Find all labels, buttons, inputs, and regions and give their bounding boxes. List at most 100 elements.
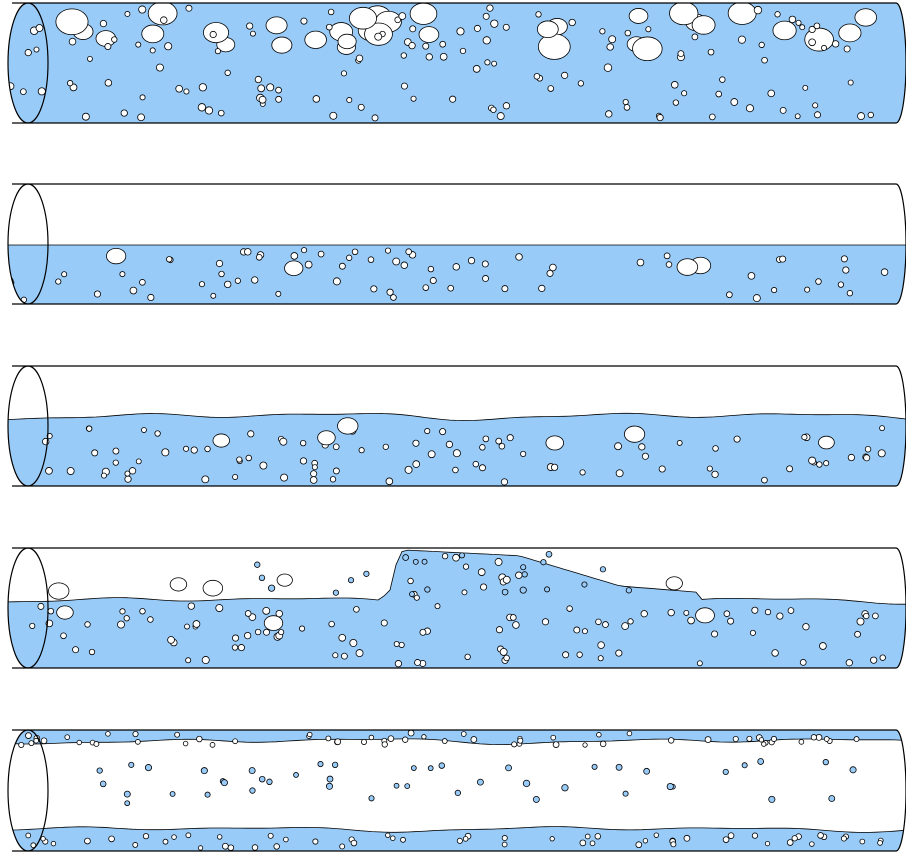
gas-bubble-small (683, 609, 690, 616)
gas-bubble-small (452, 553, 460, 562)
gas-bubble-small (847, 79, 854, 86)
pipe-2-right-end (895, 183, 906, 305)
gas-bubble-small (137, 113, 145, 122)
gas-bubble-small (538, 284, 546, 292)
gas-bubble-small (605, 110, 613, 118)
gas-bubble-small (764, 608, 772, 616)
gas-bubble-small (867, 111, 874, 119)
gas-bubble-small (550, 463, 559, 471)
gas-bubble-small (761, 476, 768, 484)
gas-bubble-small (484, 59, 491, 66)
gas-bubble (56, 605, 74, 620)
gas-bubble-small (562, 651, 570, 659)
gas-bubble-small (280, 473, 289, 482)
gas-bubble-small (394, 660, 402, 668)
gas-bubble-small (501, 841, 508, 848)
entrained-droplet (409, 591, 415, 598)
gas-bubble-small (232, 473, 239, 480)
gas-bubble-small (502, 23, 510, 31)
gas-bubble-small (132, 730, 139, 738)
gas-bubble-small (816, 461, 823, 468)
gas-bubble-small (653, 832, 660, 838)
entrained-droplet (293, 772, 299, 778)
gas-bubble-small (745, 104, 754, 113)
gas-bubble-small (732, 735, 739, 743)
gas-bubble-small (517, 737, 524, 744)
entrained-droplet (248, 767, 256, 775)
entrained-droplet (544, 586, 551, 593)
gas-bubble (545, 435, 565, 451)
gas-bubble-small (456, 27, 465, 36)
pipe-4-right-end (895, 547, 906, 669)
gas-bubble-small (183, 88, 190, 95)
gas-bubble-small (124, 11, 131, 17)
entrained-droplet (404, 783, 411, 790)
gas-bubble-small (681, 90, 688, 97)
gas-bubble (669, 3, 699, 26)
gas-bubble-small (752, 294, 761, 303)
gas-bubble-small (338, 262, 346, 270)
gas-bubble-small (479, 444, 486, 451)
gas-bubble (409, 3, 438, 25)
entrained-droplet (169, 791, 176, 797)
gas-bubble (263, 615, 284, 631)
gas-bubble-small (171, 834, 177, 840)
gas-bubble-small (802, 623, 810, 631)
gas-bubble-small (473, 24, 481, 32)
liquid-layer (8, 245, 906, 304)
gas-bubble-small (224, 69, 231, 76)
gas-bubble-small (452, 263, 460, 271)
gas-bubble-small (501, 835, 508, 842)
entrained-droplet (615, 763, 623, 771)
gas-bubble-small (711, 470, 719, 478)
gas-bubble-small (636, 258, 645, 267)
gas-bubble-small (498, 442, 506, 450)
gas-bubble-small (704, 736, 712, 743)
gas-bubble-small (382, 443, 389, 450)
gas-bubble-small (290, 252, 299, 260)
gas-bubble-small (76, 739, 82, 746)
gas-bubble-small (753, 5, 763, 15)
gas-bubble-small (236, 456, 243, 463)
pipe-4-left-opening (7, 547, 49, 669)
entrained-droplet (521, 571, 528, 578)
gas-bubble (854, 8, 877, 27)
gas-bubble-small (112, 447, 120, 455)
entrained-droplet (266, 778, 273, 786)
gas-bubble-small (758, 737, 765, 743)
entrained-droplet (128, 761, 135, 768)
gas-bubble-small (357, 103, 365, 111)
gas-bubble (317, 430, 336, 446)
gas-bubble-small (441, 738, 448, 744)
gas-bubble-small (50, 840, 57, 847)
gas-bubble-small (332, 652, 339, 659)
gas-bubble-small (215, 604, 224, 612)
gas-bubble-small (201, 475, 210, 484)
gas-bubble-small (267, 832, 274, 839)
gas-bubble-small (879, 425, 885, 432)
gas-bubble-small (400, 836, 406, 843)
gas-bubble-small (346, 254, 353, 261)
gas-bubble-small (33, 737, 39, 744)
wavy-liquid-layer (8, 412, 906, 486)
gas-bubble-small (462, 836, 469, 842)
gas-bubble-small (390, 835, 396, 841)
gas-bubble-small (299, 625, 306, 632)
gas-bubble-small (594, 833, 601, 840)
gas-bubble-small (414, 659, 421, 666)
entrained-droplet (331, 761, 339, 769)
gas-bubble (676, 258, 699, 276)
gas-bubble-small (877, 449, 886, 458)
gas-bubble-small (853, 736, 860, 743)
gas-bubble-small (360, 738, 368, 745)
gas-bubble-small (799, 659, 807, 666)
gas-bubble-small (552, 741, 560, 748)
gas-bubble-small (880, 268, 889, 276)
gas-bubble-small (441, 553, 449, 560)
gas-bubble-small (667, 737, 675, 744)
gas-bubble (418, 26, 440, 43)
gas-bubble-small (339, 843, 346, 850)
gas-bubble-small (771, 287, 778, 294)
gas-bubble-small (123, 615, 130, 622)
gas-bubble-small (351, 248, 359, 256)
